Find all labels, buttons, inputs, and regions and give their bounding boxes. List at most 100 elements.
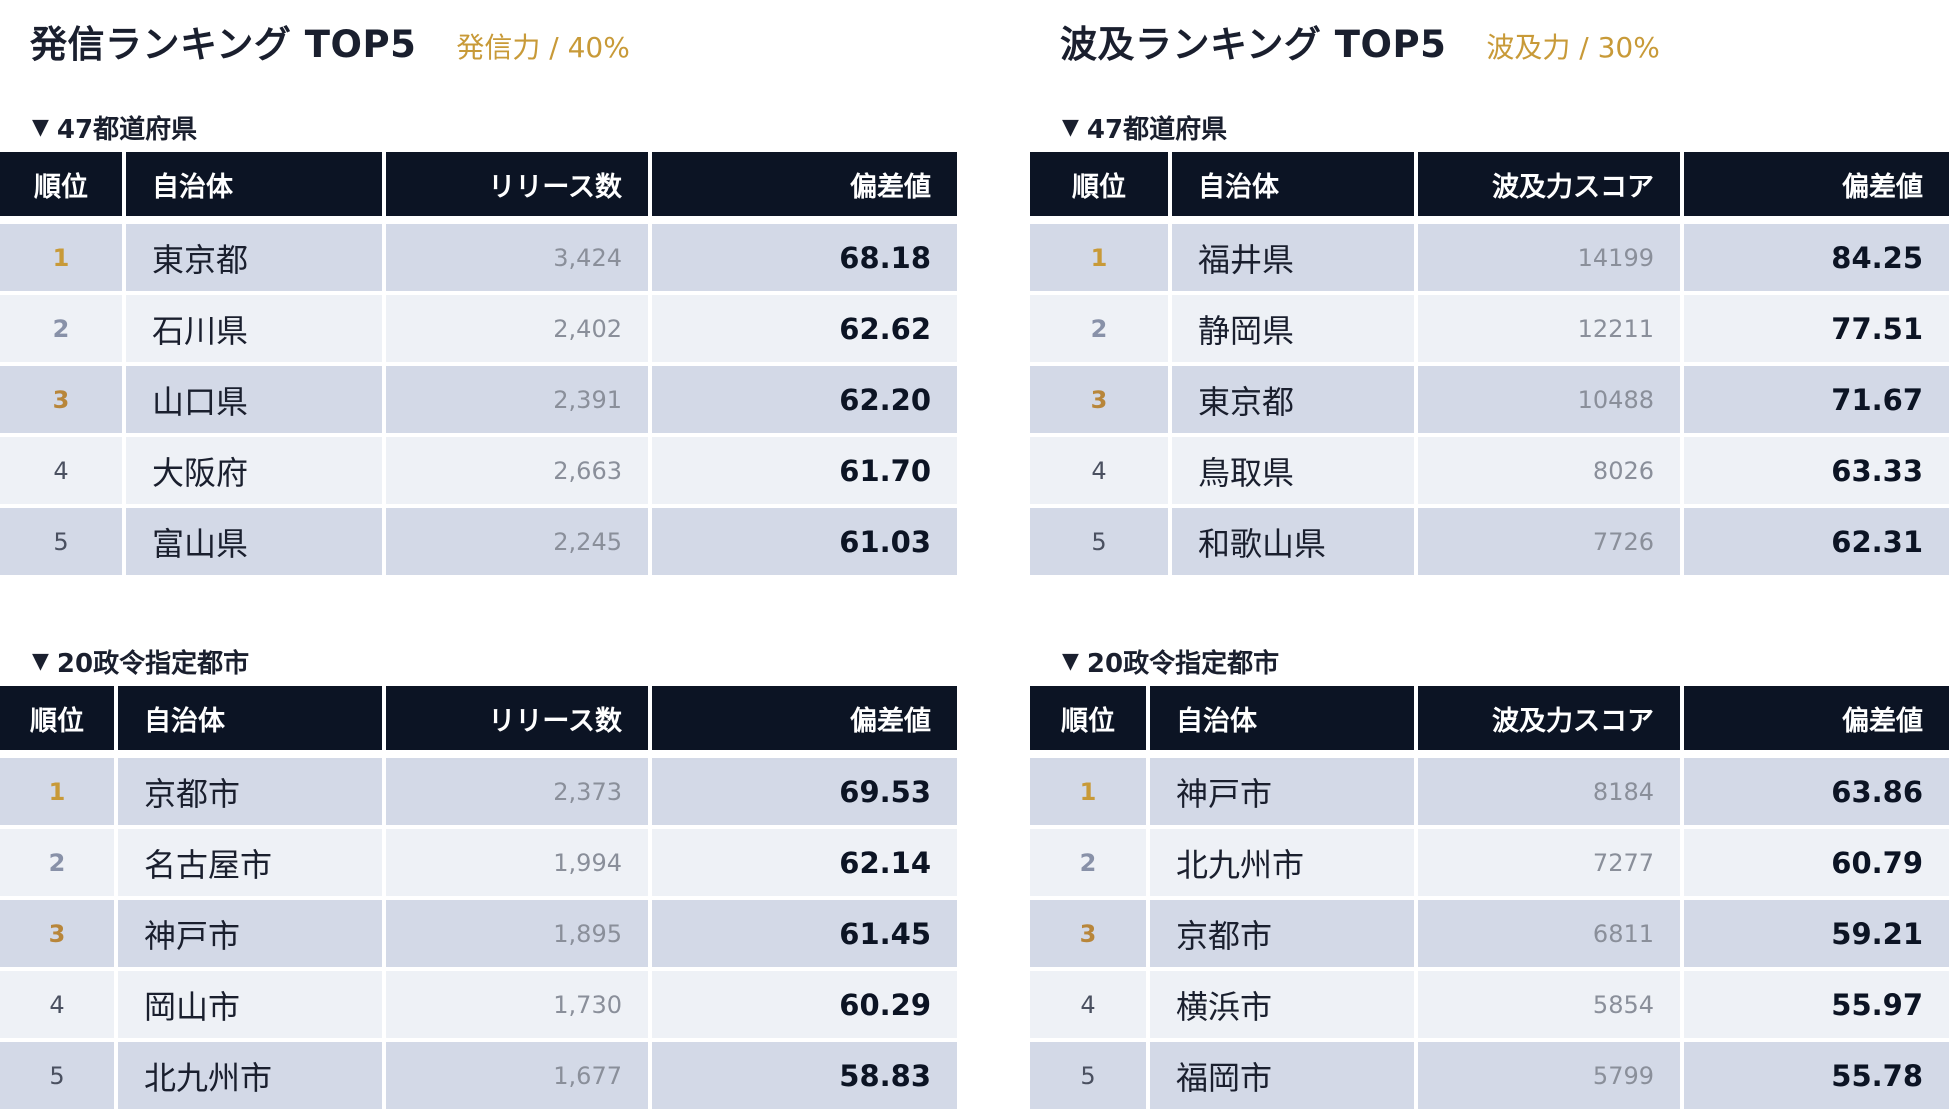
section-label-text: 47都道府県: [1086, 114, 1228, 145]
rank-cell: 3: [1030, 900, 1146, 967]
table-row: 1 福井県 14199 84.25: [1030, 224, 1950, 291]
panel-header: 波及ランキング TOP5 波及力 / 30%: [1060, 14, 1660, 68]
table-row: 4 鳥取県 8026 63.33: [1030, 437, 1950, 504]
value-cell: 12211: [1418, 295, 1680, 362]
table-row: 3 東京都 10488 71.67: [1030, 366, 1950, 433]
table-row: 3 山口県 2,391 62.20: [0, 366, 965, 433]
section-label: ▼ 20政令指定都市: [1030, 642, 1950, 680]
rank-cell: 2: [1030, 295, 1168, 362]
triangle-down-icon: ▼: [1062, 648, 1079, 674]
table-row: 4 岡山市 1,730 60.29: [0, 971, 965, 1038]
table-header-row: 順位 自治体 波及力スコア 偏差値: [1030, 152, 1950, 216]
prefecture-section: ▼ 47都道府県 順位 自治体 リリース数 偏差値 1 東京都 3,424 68.18 2 石川県 2,…: [0, 108, 965, 579]
header-deviation: 偏差値: [652, 686, 957, 750]
table-row: 2 北九州市 7277 60.79: [1030, 829, 1950, 896]
header-rank: 順位: [0, 152, 122, 216]
deviation-cell: 63.33: [1684, 437, 1949, 504]
rank-cell: 4: [0, 437, 122, 504]
rank-cell: 5: [0, 508, 122, 575]
designated-city-section: ▼ 20政令指定都市 順位 自治体 リリース数 偏差値 1 京都市 2,373 69.53 2 名古屋…: [0, 642, 965, 1113]
prefecture-section: ▼ 47都道府県 順位 自治体 波及力スコア 偏差値 1 福井県 14199 84.25 2 静岡県 1…: [1030, 108, 1950, 579]
municipality-cell: 和歌山県: [1172, 508, 1414, 575]
municipality-cell: 名古屋市: [118, 829, 382, 896]
section-label-text: 20政令指定都市: [56, 648, 250, 679]
triangle-down-icon: ▼: [32, 648, 49, 674]
ranking-table: 順位 自治体 波及力スコア 偏差値 1 福井県 14199 84.25 2 静岡県 12211 77.…: [1030, 152, 1950, 579]
table-row: 4 大阪府 2,663 61.70: [0, 437, 965, 504]
value-cell: 10488: [1418, 366, 1680, 433]
header-deviation: 偏差値: [652, 152, 957, 216]
value-cell: 6811: [1418, 900, 1680, 967]
municipality-cell: 神戸市: [118, 900, 382, 967]
panel-subtitle: 発信力 / 40%: [456, 31, 630, 64]
deviation-cell: 77.51: [1684, 295, 1949, 362]
municipality-cell: 石川県: [126, 295, 382, 362]
municipality-cell: 鳥取県: [1172, 437, 1414, 504]
panel-header: 発信ランキング TOP5 発信力 / 40%: [30, 14, 630, 68]
table-row: 5 福岡市 5799 55.78: [1030, 1042, 1950, 1109]
header-deviation: 偏差値: [1684, 686, 1949, 750]
header-value: リリース数: [386, 152, 648, 216]
deviation-cell: 62.62: [652, 295, 957, 362]
header-value: 波及力スコア: [1418, 686, 1680, 750]
section-label: ▼ 47都道府県: [0, 108, 965, 146]
table-row: 1 京都市 2,373 69.53: [0, 758, 965, 825]
municipality-cell: 横浜市: [1150, 971, 1414, 1038]
municipality-cell: 東京都: [1172, 366, 1414, 433]
value-cell: 14199: [1418, 224, 1680, 291]
ranking-table: 順位 自治体 波及力スコア 偏差値 1 神戸市 8184 63.86 2 北九州市 7277 60.7…: [1030, 686, 1950, 1113]
header-municipality: 自治体: [1150, 686, 1414, 750]
table-row: 2 静岡県 12211 77.51: [1030, 295, 1950, 362]
deviation-cell: 62.31: [1684, 508, 1949, 575]
rank-cell: 4: [1030, 437, 1168, 504]
deviation-cell: 68.18: [652, 224, 957, 291]
rank-cell: 5: [0, 1042, 114, 1109]
deviation-cell: 62.20: [652, 366, 957, 433]
rank-cell: 5: [1030, 508, 1168, 575]
header-deviation: 偏差値: [1684, 152, 1949, 216]
panel-subtitle: 波及力 / 30%: [1486, 31, 1660, 64]
section-label: ▼ 20政令指定都市: [0, 642, 965, 680]
rank-cell: 2: [0, 829, 114, 896]
table-row: 5 富山県 2,245 61.03: [0, 508, 965, 575]
rank-cell: 1: [1030, 758, 1146, 825]
triangle-down-icon: ▼: [32, 114, 49, 140]
table-row: 3 神戸市 1,895 61.45: [0, 900, 965, 967]
header-rank: 順位: [1030, 686, 1146, 750]
rank-cell: 3: [0, 900, 114, 967]
table-header-row: 順位 自治体 波及力スコア 偏差値: [1030, 686, 1950, 750]
municipality-cell: 神戸市: [1150, 758, 1414, 825]
value-cell: 7277: [1418, 829, 1680, 896]
municipality-cell: 静岡県: [1172, 295, 1414, 362]
value-cell: 2,373: [386, 758, 648, 825]
section-label-text: 20政令指定都市: [1086, 648, 1280, 679]
municipality-cell: 岡山市: [118, 971, 382, 1038]
value-cell: 1,677: [386, 1042, 648, 1109]
rank-cell: 3: [1030, 366, 1168, 433]
deviation-cell: 60.29: [652, 971, 957, 1038]
rank-cell: 2: [0, 295, 122, 362]
table-row: 2 名古屋市 1,994 62.14: [0, 829, 965, 896]
value-cell: 2,663: [386, 437, 648, 504]
table-row: 1 神戸市 8184 63.86: [1030, 758, 1950, 825]
deviation-cell: 71.67: [1684, 366, 1949, 433]
header-value: リリース数: [386, 686, 648, 750]
rank-cell: 1: [0, 224, 122, 291]
municipality-cell: 北九州市: [118, 1042, 382, 1109]
deviation-cell: 55.97: [1684, 971, 1949, 1038]
municipality-cell: 福岡市: [1150, 1042, 1414, 1109]
rank-cell: 3: [0, 366, 122, 433]
value-cell: 3,424: [386, 224, 648, 291]
rank-cell: 5: [1030, 1042, 1146, 1109]
section-label-text: 47都道府県: [56, 114, 198, 145]
municipality-cell: 富山県: [126, 508, 382, 575]
municipality-cell: 京都市: [118, 758, 382, 825]
header-rank: 順位: [1030, 152, 1168, 216]
rank-cell: 1: [1030, 224, 1168, 291]
table-header-row: 順位 自治体 リリース数 偏差値: [0, 152, 965, 216]
table-row: 3 京都市 6811 59.21: [1030, 900, 1950, 967]
rank-cell: 4: [1030, 971, 1146, 1038]
rank-cell: 4: [0, 971, 114, 1038]
deviation-cell: 69.53: [652, 758, 957, 825]
header-municipality: 自治体: [1172, 152, 1414, 216]
